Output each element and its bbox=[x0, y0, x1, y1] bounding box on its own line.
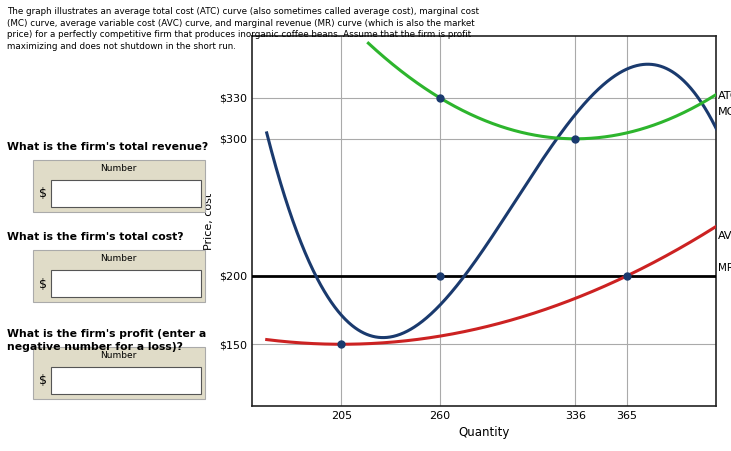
Text: $: $ bbox=[39, 374, 47, 387]
Text: MR=P: MR=P bbox=[718, 263, 731, 273]
Text: AVC: AVC bbox=[718, 231, 731, 241]
Text: What is the firm's total revenue?: What is the firm's total revenue? bbox=[7, 142, 208, 152]
Text: MC: MC bbox=[718, 107, 731, 117]
Text: Number: Number bbox=[101, 351, 137, 360]
Text: What is the firm's total cost?: What is the firm's total cost? bbox=[7, 232, 184, 242]
Text: $: $ bbox=[39, 187, 47, 200]
Text: ATC: ATC bbox=[718, 91, 731, 101]
Text: $: $ bbox=[39, 277, 47, 290]
X-axis label: Quantity: Quantity bbox=[458, 426, 510, 439]
Text: What is the firm's profit (enter a
negative number for a loss)?: What is the firm's profit (enter a negat… bbox=[7, 329, 207, 352]
Text: Number: Number bbox=[101, 164, 137, 173]
Text: The graph illustrates an average total cost (ATC) curve (also sometimes called a: The graph illustrates an average total c… bbox=[7, 7, 480, 51]
Y-axis label: Price, cost: Price, cost bbox=[204, 193, 213, 249]
Text: Number: Number bbox=[101, 254, 137, 263]
